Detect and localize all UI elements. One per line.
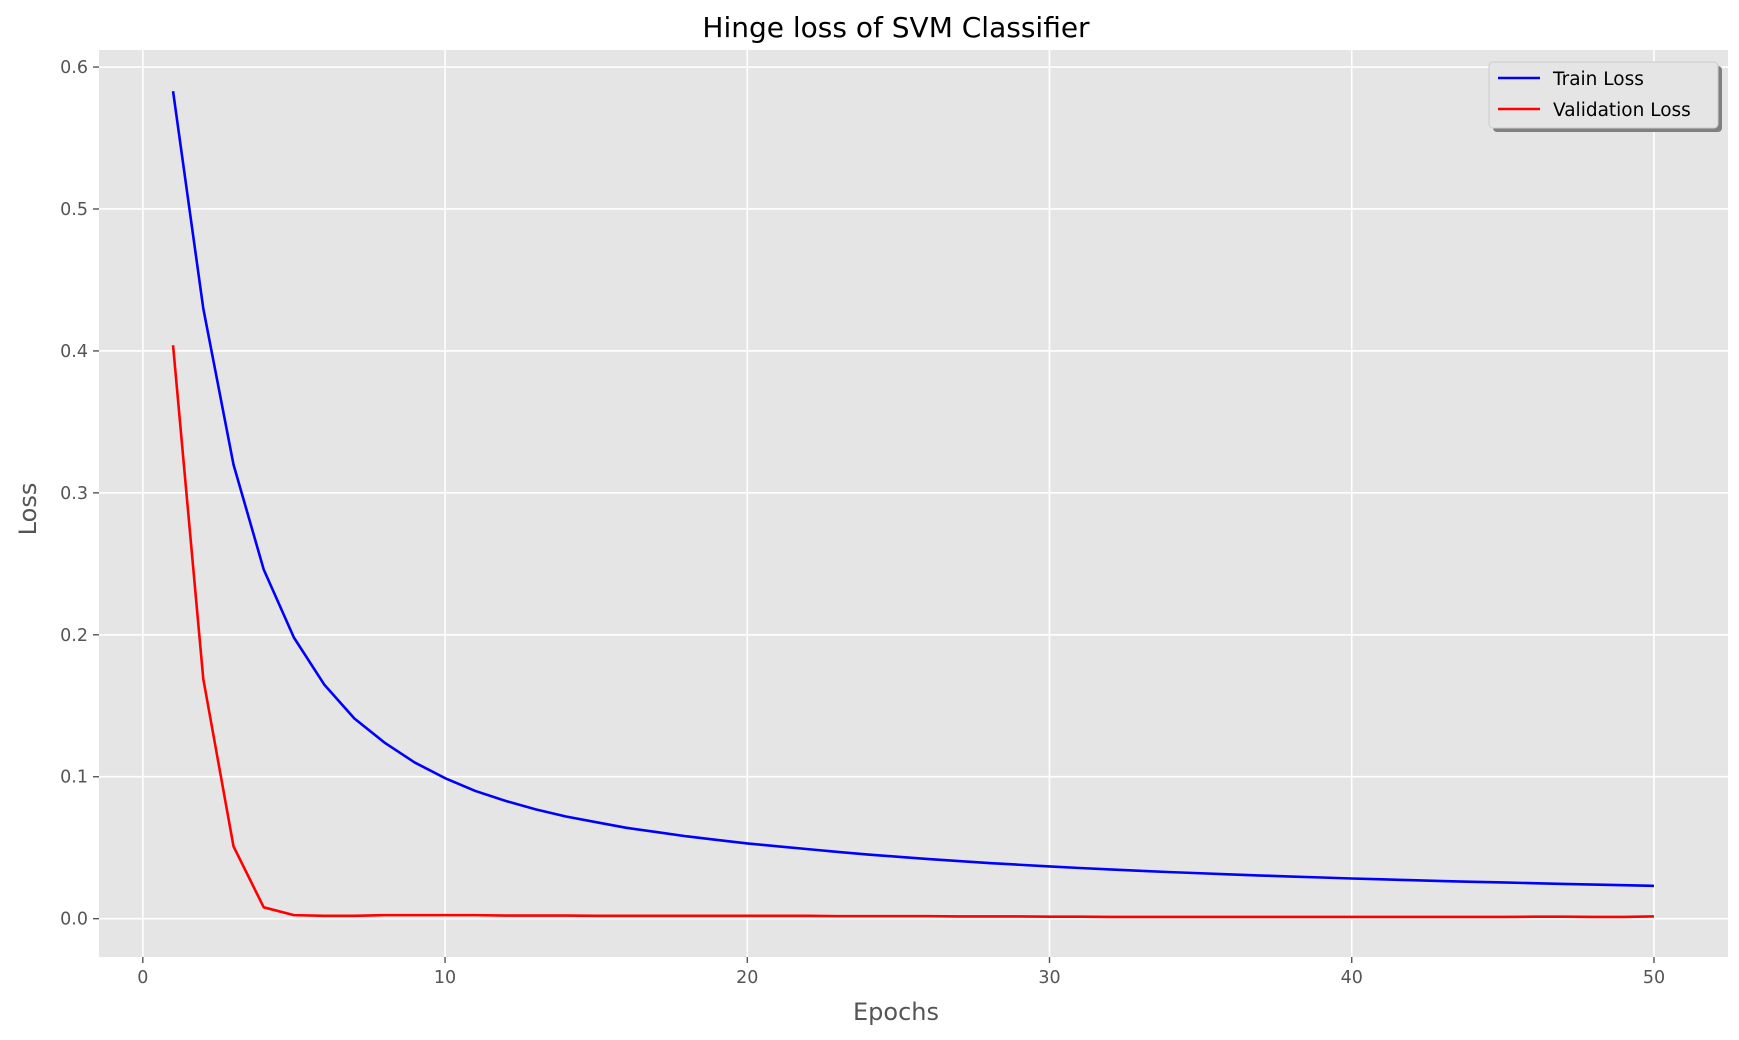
x-axis-ticks: 0 10 20 30 40 50 bbox=[137, 957, 1665, 988]
legend-label: Validation Loss bbox=[1553, 100, 1691, 121]
y-tick-label: 0.3 bbox=[60, 484, 88, 504]
legend-label: Train Loss bbox=[1552, 69, 1644, 90]
x-tick-label: 30 bbox=[1038, 968, 1060, 988]
grid bbox=[99, 50, 1728, 957]
x-axis-label: Epochs bbox=[853, 998, 939, 1026]
y-tick-label: 0.4 bbox=[60, 342, 88, 362]
x-tick-label: 0 bbox=[137, 968, 148, 988]
x-tick-label: 20 bbox=[736, 968, 758, 988]
y-axis-ticks: 0.0 0.1 0.2 0.3 0.4 0.5 0.6 bbox=[60, 58, 99, 930]
y-tick-label: 0.6 bbox=[60, 58, 88, 78]
x-tick-label: 10 bbox=[434, 968, 456, 988]
y-tick-label: 0.1 bbox=[60, 768, 88, 788]
x-tick-label: 40 bbox=[1341, 968, 1363, 988]
legend: Train Loss Validation Loss bbox=[1488, 61, 1722, 132]
y-tick-label: 0.0 bbox=[60, 910, 88, 930]
legend-box bbox=[1488, 61, 1719, 129]
plot-area bbox=[99, 50, 1728, 957]
series-line-train-loss bbox=[171, 90, 1654, 888]
x-tick-label: 50 bbox=[1643, 968, 1665, 988]
y-axis-label: Loss bbox=[14, 483, 42, 536]
y-tick-label: 0.5 bbox=[60, 200, 88, 220]
series-lines bbox=[171, 90, 1654, 919]
chart-title: Hinge loss of SVM Classifier bbox=[702, 11, 1090, 44]
series-line-validation-loss bbox=[171, 345, 1654, 919]
y-tick-label: 0.2 bbox=[60, 626, 88, 646]
